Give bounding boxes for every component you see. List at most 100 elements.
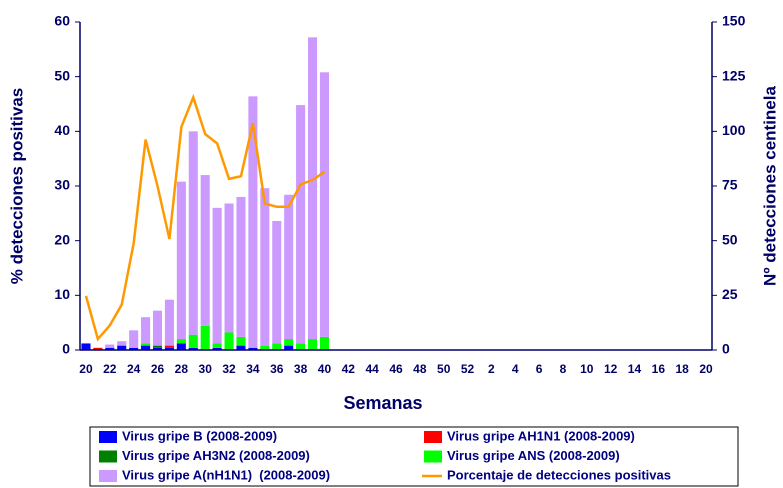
bar [152,310,163,346]
bar [200,325,210,350]
legend-swatch [424,431,442,443]
bar [164,347,174,350]
bar [81,343,91,350]
bar [176,343,186,350]
x-tick-label: 34 [246,362,260,376]
bar [284,345,294,350]
legend-swatch [424,450,442,463]
legend-label: Virus gripe B (2008-2009) [122,428,277,443]
y-tick-label: 0 [62,341,70,357]
bar [296,343,306,350]
bar [93,347,103,350]
bar [141,317,151,344]
x-tick-label: 18 [676,362,690,376]
bar [105,347,115,350]
y2-tick-label: 25 [722,286,738,302]
legend-swatch [99,470,117,482]
x-tick-label: 22 [103,362,117,376]
bar [307,339,318,350]
x-tick-label: 6 [536,362,543,376]
bar [141,345,151,350]
bar [164,345,174,348]
y-tick-label: 40 [54,122,70,138]
bar [105,344,115,348]
x-tick-label: 40 [318,362,332,376]
bar [188,334,198,348]
bar [236,345,246,350]
x-tick-label: 52 [461,362,475,376]
x-tick-label: 14 [628,362,642,376]
y2-tick-label: 125 [722,67,746,83]
y2-tick-label: 75 [722,177,738,193]
y-tick-label: 20 [54,231,70,247]
bar [248,347,258,350]
y2-axis-title: Nº detecciones centinela [760,86,779,286]
x-axis-title: Semanas [343,393,422,413]
bar [307,37,318,340]
bar [188,131,198,335]
x-tick-label: 2 [488,362,495,376]
y-tick-label: 50 [54,67,70,83]
bar [188,347,198,350]
legend-box [89,426,739,487]
x-tick-label: 30 [199,362,213,376]
x-tick-label: 36 [270,362,284,376]
legend-label: Virus gripe A(nH1N1) (2008-2009) [122,467,330,482]
y-tick-label: 10 [54,286,70,302]
bar [224,203,234,333]
bar [117,341,127,346]
bar [284,339,294,346]
bar [272,220,282,344]
y2-tick-label: 150 [722,13,746,29]
x-tick-label: 20 [79,362,93,376]
x-tick-label: 10 [580,362,594,376]
legend-swatch [99,450,117,463]
bar [176,181,186,340]
x-tick-label: 4 [512,362,519,376]
y2-tick-label: 100 [722,122,746,138]
x-tick-label: 20 [699,362,713,376]
x-tick-label: 24 [127,362,141,376]
legend-label: Porcentaje de detecciones positivas [447,467,671,482]
bar [129,347,139,350]
y-axis-title: % detecciones positivas [7,88,26,285]
x-tick-label: 26 [151,362,165,376]
x-tick-label: 38 [294,362,308,376]
x-tick-label: 44 [365,362,379,376]
y-tick-label: 60 [54,13,70,29]
bar [212,347,222,350]
bar [152,347,163,350]
legend-swatch [99,431,117,443]
bar [296,105,306,344]
x-tick-label: 8 [560,362,567,376]
line [84,93,326,342]
bar [129,330,139,348]
bar [212,343,222,348]
bar [176,339,186,344]
bar [260,345,270,350]
bar [260,188,270,346]
bar [164,299,174,346]
x-tick-label: 32 [222,362,236,376]
y2-tick-label: 0 [722,341,730,357]
x-tick-label: 48 [413,362,427,376]
bar [141,343,151,346]
bar [224,332,234,350]
bar [319,336,329,350]
bar [200,175,210,326]
x-tick-label: 28 [175,362,189,376]
bar [284,194,294,340]
legend-label: Virus gripe AH1N1 (2008-2009) [447,428,635,443]
bar [272,343,282,350]
x-tick-label: 42 [342,362,356,376]
x-tick-label: 46 [389,362,403,376]
bar [248,96,258,348]
y2-tick-label: 50 [722,231,738,247]
legend-label: Virus gripe ANS (2008-2009) [447,448,620,463]
bar [319,72,329,337]
bar [152,345,163,348]
x-tick-label: 12 [604,362,618,376]
y-tick-label: 30 [54,177,70,193]
x-tick-label: 16 [652,362,666,376]
